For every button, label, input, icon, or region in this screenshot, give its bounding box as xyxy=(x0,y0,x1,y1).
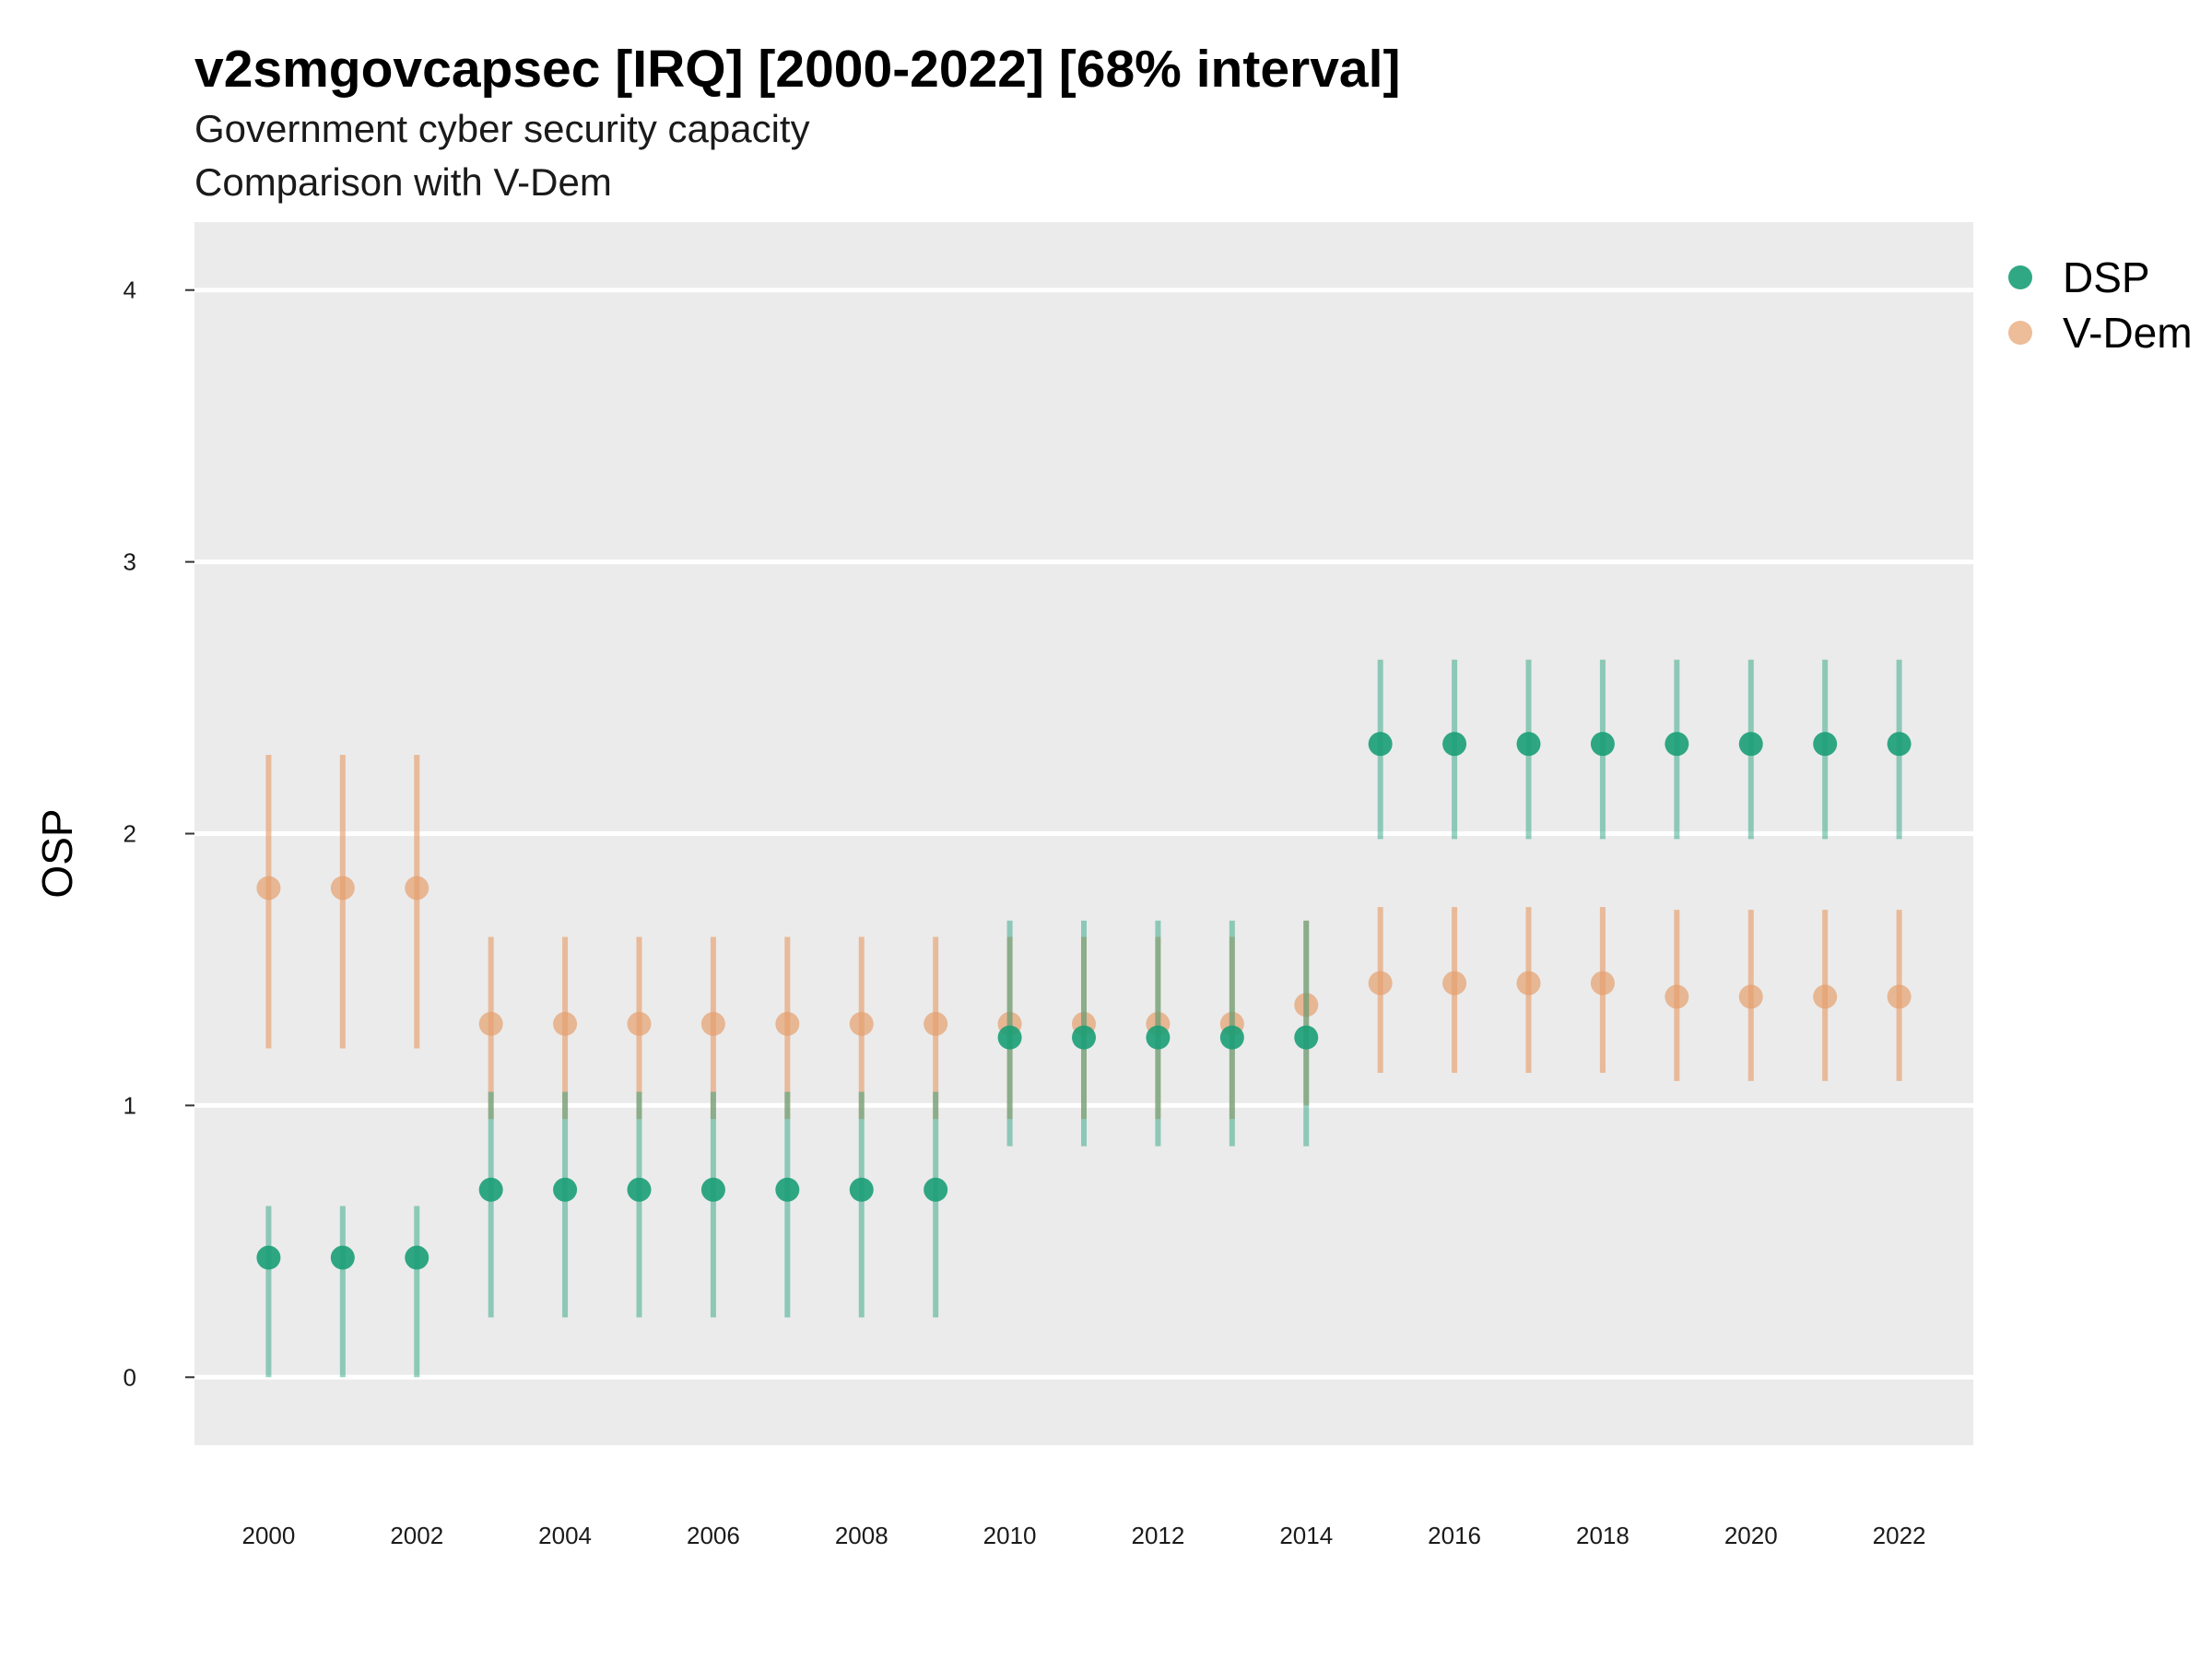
point-dsp-2002 xyxy=(405,1245,429,1270)
y-tick-label: 1 xyxy=(124,1091,136,1119)
point-dsp-2001 xyxy=(330,1245,355,1270)
point-v-dem-2018 xyxy=(1590,971,1615,995)
legend-label-dsp: DSP xyxy=(2063,253,2150,301)
y-tick-label: 0 xyxy=(124,1363,136,1391)
point-dsp-2011 xyxy=(1072,1025,1096,1050)
x-tick-label: 2010 xyxy=(983,1522,1037,1549)
point-v-dem-2022 xyxy=(1887,984,1912,1009)
point-v-dem-2004 xyxy=(553,1011,578,1036)
x-tick-label: 2006 xyxy=(687,1522,740,1549)
x-tick-label: 2016 xyxy=(1428,1522,1481,1549)
point-v-dem-2008 xyxy=(849,1011,874,1036)
point-dsp-2000 xyxy=(256,1245,281,1270)
point-dsp-2009 xyxy=(924,1177,948,1202)
x-tick-label: 2018 xyxy=(1576,1522,1630,1549)
point-v-dem-2001 xyxy=(330,876,355,900)
y-axis-ticks: 0 1 2 3 4 xyxy=(124,276,194,1391)
point-dsp-2015 xyxy=(1368,732,1393,757)
point-v-dem-2014 xyxy=(1294,993,1319,1018)
y-tick-label: 4 xyxy=(124,276,136,304)
y-tick-label: 2 xyxy=(124,820,136,848)
chart-subtitle-line-2: Comparison with V-Dem xyxy=(194,160,612,204)
point-v-dem-2007 xyxy=(775,1011,800,1036)
point-dsp-2021 xyxy=(1813,732,1838,757)
legend-marker-dsp xyxy=(2008,265,2032,289)
point-dsp-2013 xyxy=(1219,1025,1244,1050)
point-dsp-2020 xyxy=(1738,732,1763,757)
point-v-dem-2005 xyxy=(627,1011,652,1036)
x-tick-label: 2008 xyxy=(835,1522,888,1549)
x-tick-label: 2004 xyxy=(538,1522,592,1549)
point-v-dem-2003 xyxy=(478,1011,503,1036)
point-dsp-2010 xyxy=(997,1025,1022,1050)
point-v-dem-2021 xyxy=(1813,984,1838,1009)
x-tick-label: 2012 xyxy=(1131,1522,1184,1549)
point-dsp-2014 xyxy=(1294,1025,1319,1050)
point-dsp-2007 xyxy=(775,1177,800,1202)
x-tick-label: 2020 xyxy=(1724,1522,1778,1549)
point-v-dem-2017 xyxy=(1516,971,1541,995)
point-dsp-2003 xyxy=(478,1177,503,1202)
point-dsp-2012 xyxy=(1146,1025,1171,1050)
point-v-dem-2006 xyxy=(700,1011,725,1036)
point-dsp-2016 xyxy=(1442,732,1467,757)
point-dsp-2019 xyxy=(1665,732,1689,757)
legend-label-vdem: V-Dem xyxy=(2063,309,2193,357)
x-tick-label: 2000 xyxy=(241,1522,295,1549)
point-v-dem-2015 xyxy=(1368,971,1393,995)
point-dsp-2022 xyxy=(1887,732,1912,757)
point-v-dem-2016 xyxy=(1442,971,1467,995)
x-tick-label: 2002 xyxy=(390,1522,443,1549)
y-tick-label: 3 xyxy=(124,548,136,576)
point-v-dem-2002 xyxy=(405,876,429,900)
point-dsp-2005 xyxy=(627,1177,652,1202)
x-tick-label: 2022 xyxy=(1873,1522,1926,1549)
point-v-dem-2020 xyxy=(1738,984,1763,1009)
point-dsp-2018 xyxy=(1590,732,1615,757)
point-dsp-2008 xyxy=(849,1177,874,1202)
chart-subtitle-line-1: Government cyber security capacity xyxy=(194,107,810,150)
y-axis-title: OSP xyxy=(33,808,81,898)
point-v-dem-2000 xyxy=(256,876,281,900)
x-axis-ticks: 2000 2002 2004 2006 2008 2010 2012 2014 2016 2018… xyxy=(241,1522,1925,1549)
point-v-dem-2019 xyxy=(1665,984,1689,1009)
point-dsp-2004 xyxy=(553,1177,578,1202)
series-dsp xyxy=(256,659,1912,1378)
grid-lines xyxy=(194,288,1973,1380)
point-dsp-2006 xyxy=(700,1177,725,1202)
x-tick-label: 2014 xyxy=(1279,1522,1333,1549)
point-v-dem-2009 xyxy=(924,1011,948,1036)
chart-title: v2smgovcapsec [IRQ] [2000-2022] [68% int… xyxy=(194,40,1400,99)
legend-marker-vdem xyxy=(2008,321,2032,345)
legend: DSP V-Dem xyxy=(2008,253,2193,357)
point-dsp-2017 xyxy=(1516,732,1541,757)
